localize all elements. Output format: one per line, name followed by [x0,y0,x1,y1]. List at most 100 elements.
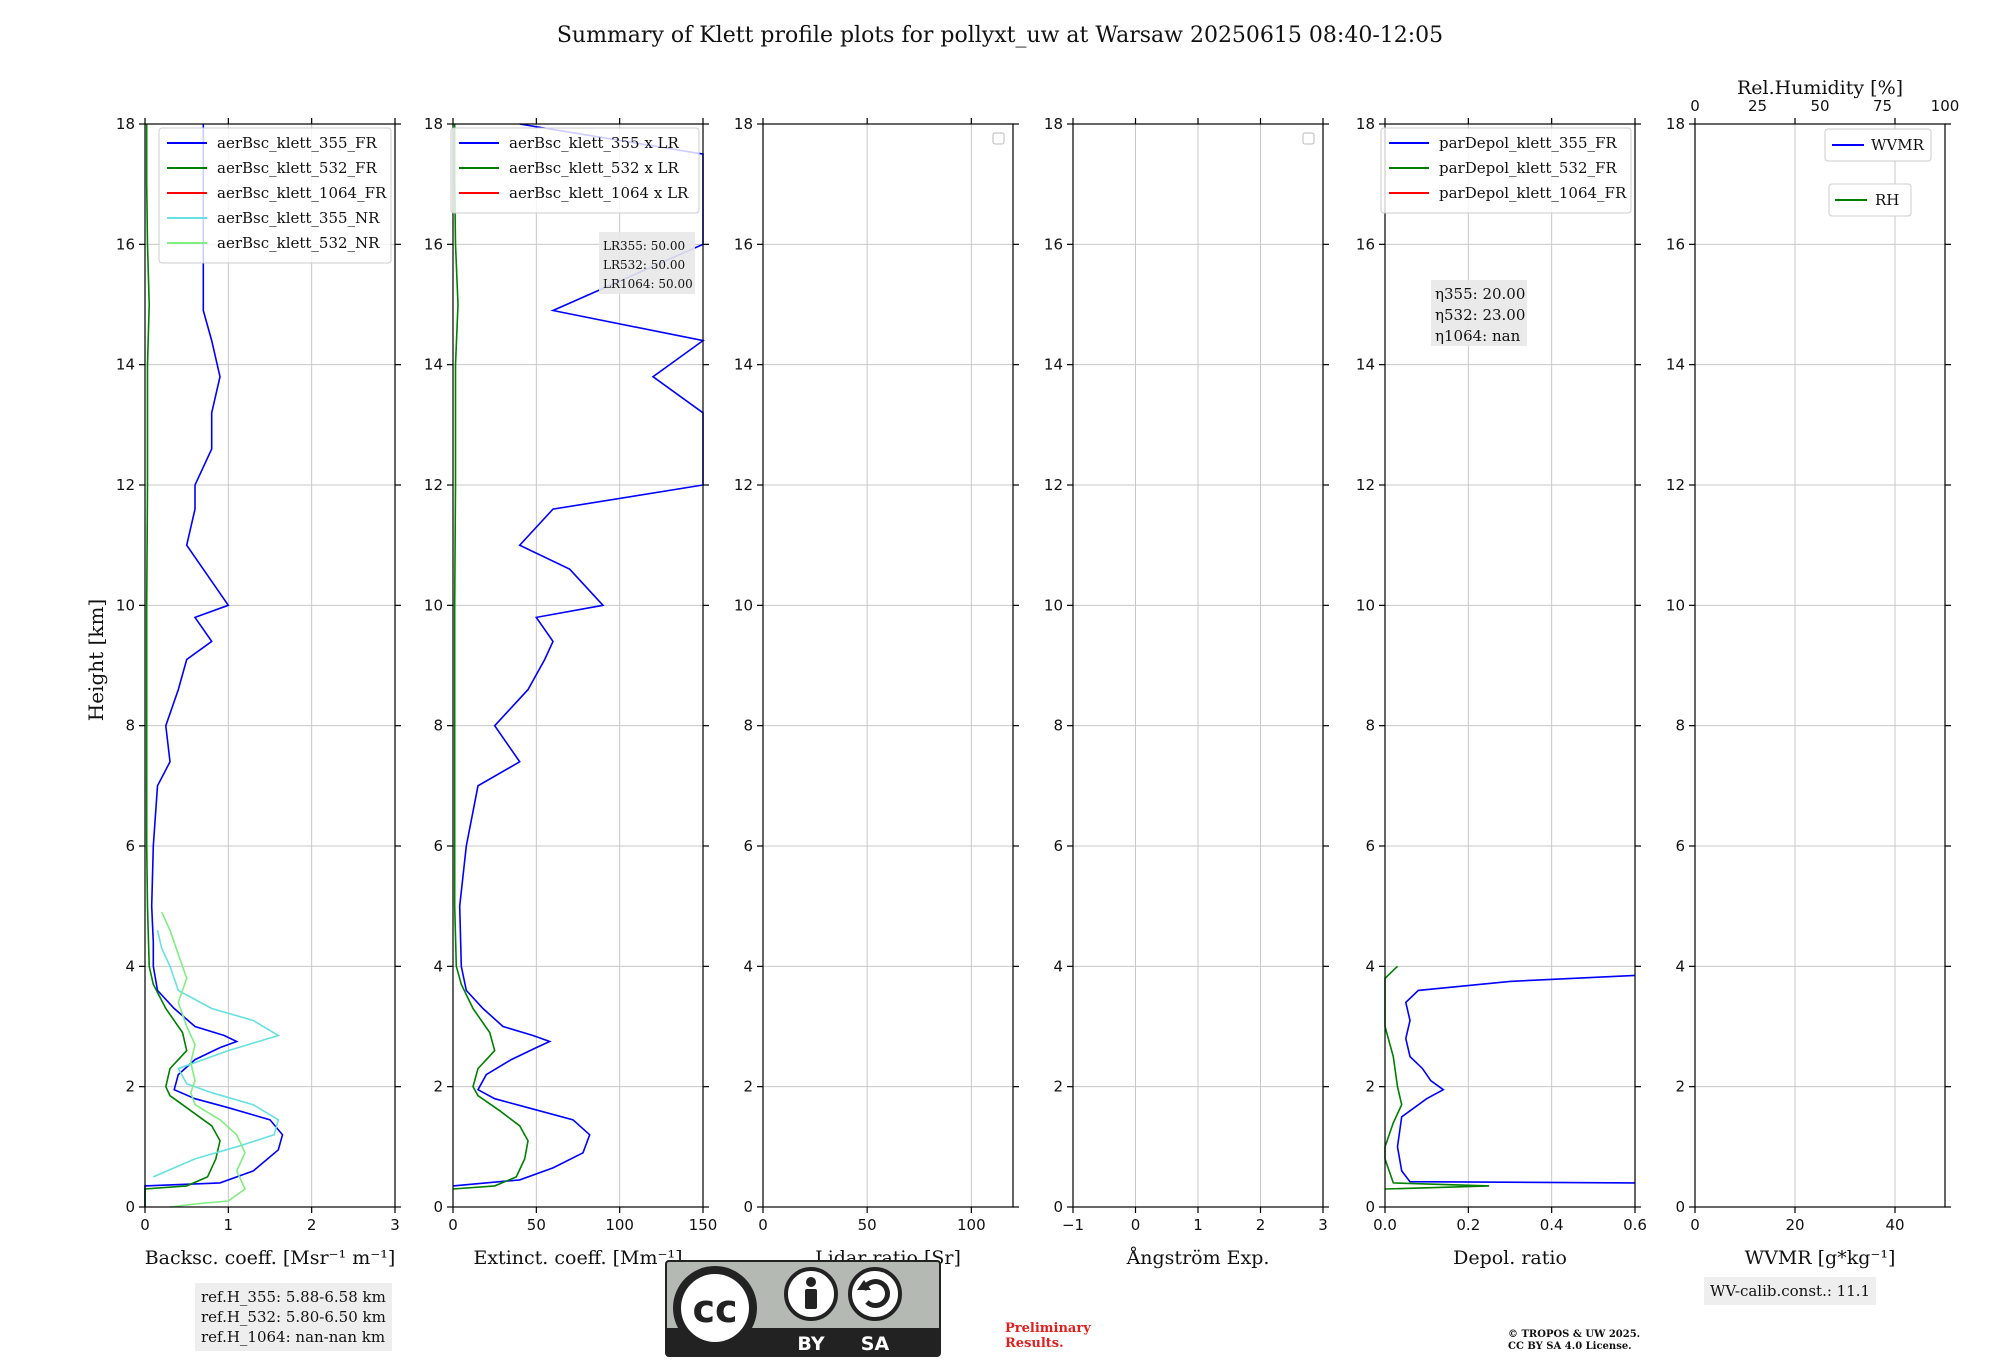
legend-box [1380,127,1632,214]
y-tick-label: 12 [1666,476,1685,494]
panel-extinction: 0 2 4 6 8 10 12 14 16 18 0 50 100 150 Extinct. coeff. … [424,115,717,1269]
plot-frame [1694,123,1946,1208]
sa-label: SA [861,1333,890,1355]
lr-label: LR355: 50.00 [603,239,685,253]
x-tick-label: 0 [448,1216,458,1234]
by-person-body [805,1289,817,1309]
lr-annotation-box [599,232,695,294]
legend-label: aerBsc_klett_355_NR [217,209,380,227]
y-tick-label: 2 [433,1078,443,1096]
y-tick-label: 16 [1356,235,1375,253]
y-tick-label: 16 [424,235,443,253]
x-tick-label: 1 [1193,1216,1203,1234]
y-tick-label: 12 [734,476,753,494]
y-tick-label: 18 [1666,115,1685,133]
empty-legend-box [992,132,1005,145]
y-tick-label: 8 [1053,717,1063,735]
panel-depolarization: 0 2 4 6 8 10 12 14 16 18 0.0 0.2 0.4 0.6 Depol. ratio p… [1356,115,1647,1269]
y-tick-label: 16 [734,235,753,253]
legend-label: aerBsc_klett_355_FR [217,134,377,152]
series-line-aerBsc_klett_355_NR [152,930,281,1178]
series-line-aerBsc_klett_532_FR [144,124,221,1207]
cc-letters: cc [692,1287,737,1331]
legend-label: aerBsc_klett_1064 x LR [509,184,689,202]
x-tick-label: 2 [1256,1216,1266,1234]
sa-arrow-path [861,1279,890,1308]
series-line-parDepol_klett_532_FR [1384,965,1490,1190]
y-tick-label: 18 [1356,115,1375,133]
x-axis-label: Depol. ratio [1453,1247,1567,1269]
wv-calibration-box: WV-calib.const.: 11.1 [1704,1277,1877,1305]
y-tick-label: 6 [743,837,753,855]
legend-label-rh: RH [1875,191,1899,209]
x-tick-label: 100 [605,1216,634,1234]
y-tick-label: 0 [743,1198,753,1216]
legend-label: aerBsc_klett_532 x LR [509,159,680,177]
series-line-parDepol_klett_355_FR [1396,974,1636,1184]
y-tick-label: 12 [116,476,135,494]
y-tick-label: 6 [1675,837,1685,855]
y-tick-label: 4 [1365,957,1375,975]
y-tick-label: 18 [734,115,753,133]
y-tick-label: 14 [734,356,753,374]
y-tick-label: 14 [116,356,135,374]
x-tick-label: 0.2 [1456,1216,1480,1234]
y-tick-label: 0 [1053,1198,1063,1216]
y-tick-label: 8 [743,717,753,735]
legend-label: parDepol_klett_532_FR [1439,159,1617,177]
series-line-aerBsc_klett_532 x LR [452,124,529,1190]
x-tick-label: 20 [1785,1216,1804,1234]
x-tick-label: 3 [390,1216,400,1234]
x-tick-label: −1 [1062,1216,1084,1234]
y-tick-label: 8 [433,717,443,735]
legend-label: aerBsc_klett_532_FR [217,159,377,177]
y-tick-label: 6 [1053,837,1063,855]
top-tick-label: 50 [1810,97,1829,115]
y-tick-label: 18 [1044,115,1063,133]
series-line-aerBsc_klett_355_FR [144,124,284,1207]
cc-inner-circle [681,1274,749,1342]
lr-label: LR1064: 50.00 [603,277,693,291]
figure-title: Summary of Klett profile plots for polly… [557,23,1443,48]
x-tick-label: 50 [858,1216,877,1234]
top-tick-label: 100 [1931,97,1960,115]
y-tick-label: 2 [1675,1078,1685,1096]
x-tick-label: 2 [307,1216,317,1234]
top-tick-label: 25 [1748,97,1767,115]
legend-label: aerBsc_klett_355 x LR [509,134,680,152]
x-tick-label: 40 [1885,1216,1904,1234]
x-tick-label: 3 [1318,1216,1328,1234]
sa-share-icon [848,1267,902,1321]
top-tick-label: 75 [1873,97,1892,115]
y-tick-label: 0 [125,1198,135,1216]
panel-water-vapor: 0 2 4 6 8 10 12 14 16 18 0 20 40 WVMR [g*kg⁻¹] 0 25 50 75… [1666,77,1959,1269]
y-tick-label: 18 [424,115,443,133]
legend-label: aerBsc_klett_532_NR [217,234,380,252]
preliminary-results-note: Preliminary Results. [1005,1321,1091,1351]
y-tick-label: 6 [1365,837,1375,855]
cc-by-sa-badge: cc BY SA [665,1260,941,1357]
y-tick-label: 0 [433,1198,443,1216]
y-tick-label: 4 [1053,957,1063,975]
x-tick-label: 0.0 [1373,1216,1397,1234]
empty-legend-box [1302,132,1315,145]
legend-label: parDepol_klett_355_FR [1439,134,1617,152]
plot-frame [762,123,1014,1208]
y-tick-label: 8 [1675,717,1685,735]
copyright-note: © TROPOS & UW 2025. CC BY SA 4.0 License… [1508,1329,1641,1352]
y-tick-label: 10 [424,596,443,614]
y-tick-label: 0 [1675,1198,1685,1216]
x-tick-label: 0 [140,1216,150,1234]
eta-label: η532: 23.00 [1435,306,1525,324]
series-line-aerBsc_klett_532_NR [160,911,247,1208]
y-tick-label: 16 [1044,235,1063,253]
y-tick-label: 16 [1666,235,1685,253]
legend-label: parDepol_klett_1064_FR [1439,184,1627,202]
sa-arrow-head [857,1280,871,1290]
x-axis-label: Backsc. coeff. [Msr⁻¹ m⁻¹] [145,1247,396,1269]
eta-annotation-box [1431,280,1527,346]
